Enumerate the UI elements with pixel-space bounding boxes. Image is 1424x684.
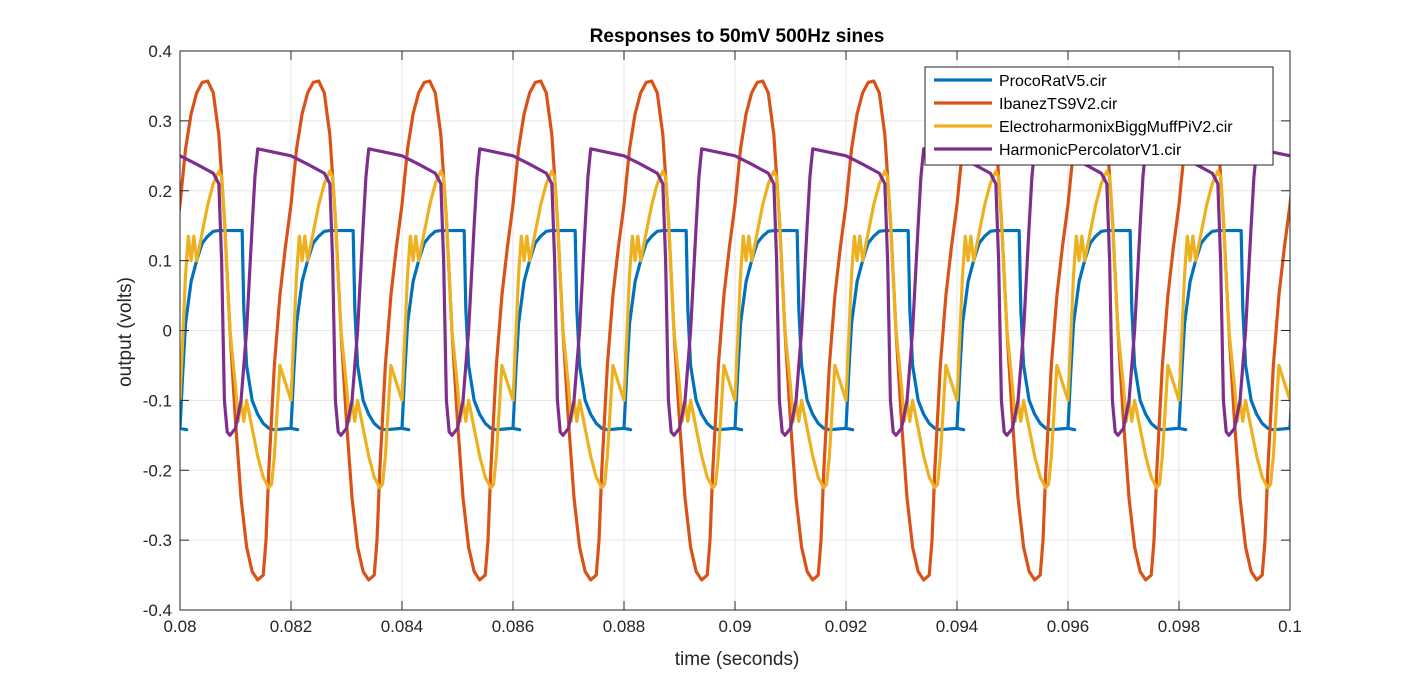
x-tick-label: 0.098 [1158, 617, 1201, 636]
x-tick-label: 0.096 [1047, 617, 1090, 636]
series-layer [180, 79, 1290, 582]
x-tick-label: 0.086 [492, 617, 535, 636]
series-line-0 [180, 228, 1290, 432]
y-tick-label: 0.2 [148, 182, 172, 201]
x-tick-label: 0.09 [718, 617, 751, 636]
x-tick-label: 0.08 [163, 617, 196, 636]
chart-title: Responses to 50mV 500Hz sines [590, 26, 885, 47]
y-tick-label: 0 [163, 322, 172, 341]
x-tick-label: 0.092 [825, 617, 868, 636]
y-tick-label: -0.3 [143, 531, 172, 550]
legend-label-3: HarmonicPercolatorV1.cir [999, 142, 1182, 159]
x-tick-label: 0.094 [936, 617, 979, 636]
x-tick-label: 0.088 [603, 617, 646, 636]
y-tick-label: 0.3 [148, 112, 172, 131]
legend-label-2: ElectroharmonixBiggMuffPiV2.cir [999, 119, 1233, 136]
legend-label-1: IbanezTS9V2.cir [999, 96, 1118, 113]
x-tick-label: 0.084 [381, 617, 424, 636]
y-tick-label: -0.2 [143, 461, 172, 480]
legend: ProcoRatV5.cir IbanezTS9V2.cir Electroharm… [924, 66, 1274, 166]
y-tick-label: -0.1 [143, 391, 172, 410]
legend-box [924, 66, 1274, 166]
series-line-1 [180, 79, 1290, 582]
y-tick-label: 0.4 [148, 42, 172, 61]
x-axis-label: time (seconds) [675, 649, 800, 670]
legend-label-0: ProcoRatV5.cir [999, 73, 1107, 90]
series-line-3 [180, 147, 1290, 437]
legend-items: ProcoRatV5.cir IbanezTS9V2.cir Electroharm… [934, 73, 1233, 159]
x-tick-label: 0.1 [1278, 617, 1302, 636]
y-axis-label: output (volts) [115, 277, 136, 387]
y-tick-label: -0.4 [143, 601, 172, 620]
tick-layer: 0.08 0.082 0.084 0.086 0.088 0.09 0.092 0.094 0.… [143, 42, 1302, 636]
x-tick-label: 0.082 [270, 617, 313, 636]
y-tick-label: 0.1 [148, 252, 172, 271]
